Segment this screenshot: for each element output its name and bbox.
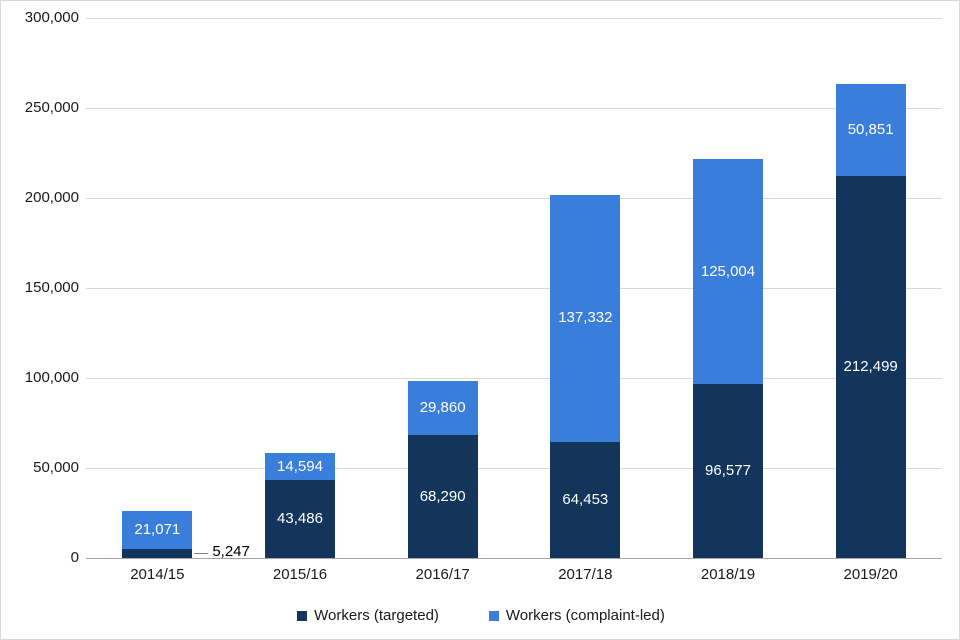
bar-segment-targeted xyxy=(122,548,193,558)
legend: Workers (targeted) Workers (complaint-le… xyxy=(1,607,960,624)
bar-value-label: 125,004 xyxy=(700,262,756,280)
x-axis-line xyxy=(86,557,942,559)
y-axis-tick-label: 250,000 xyxy=(24,99,79,116)
bar-segment-complaint-led xyxy=(407,381,478,436)
y-axis-tick-label: 50,000 xyxy=(33,459,79,476)
y-axis-tick-label: 150,000 xyxy=(24,279,79,296)
gridline xyxy=(86,287,942,289)
bar-value-label: 43,486 xyxy=(277,509,323,527)
bar-segment-targeted xyxy=(835,175,906,558)
x-axis-label: 2014/15 xyxy=(130,566,185,583)
bar-segment-targeted xyxy=(550,441,621,558)
x-axis-label: 2018/19 xyxy=(700,566,756,583)
bar-value-label: 68,290 xyxy=(419,487,466,505)
bar-segment-complaint-led xyxy=(693,159,763,385)
bar-value-label: 29,860 xyxy=(419,399,466,417)
bar-value-label: 50,851 xyxy=(847,120,894,138)
bar-value-label: 21,071 xyxy=(134,520,181,538)
gridline xyxy=(86,377,942,379)
legend-item-targeted: Workers (targeted) xyxy=(297,607,439,624)
bar-value-label: 64,453 xyxy=(562,490,609,508)
bar-value-label: 137,332 xyxy=(558,309,613,327)
x-axis-label: 2015/16 xyxy=(272,566,328,583)
bar-value-callout-label: 5,247 xyxy=(212,543,250,561)
y-axis-tick-label: 0 xyxy=(70,549,79,566)
bar-segment-targeted xyxy=(693,384,763,558)
callout-leader-line xyxy=(194,552,209,554)
x-axis-label: 2016/17 xyxy=(415,566,470,583)
legend-label-targeted: Workers (targeted) xyxy=(314,607,439,624)
y-axis-tick-label: 100,000 xyxy=(24,369,79,386)
legend-label-complaint-led: Workers (complaint-led) xyxy=(505,607,665,624)
bar-segment-targeted xyxy=(407,435,478,558)
gridline xyxy=(86,197,942,199)
bar-segment-complaint-led xyxy=(550,194,621,442)
x-axis-label: 2017/18 xyxy=(558,566,613,583)
bar-value-label: 212,499 xyxy=(843,357,898,375)
bar-segment-complaint-led xyxy=(835,83,906,176)
y-axis-tick-label: 300,000 xyxy=(24,9,79,26)
gridline xyxy=(86,467,942,469)
bar-segment-complaint-led xyxy=(122,510,193,549)
bar-value-label: 96,577 xyxy=(705,462,751,480)
legend-swatch-complaint-led xyxy=(488,610,499,621)
legend-item-complaint-led: Workers (complaint-led) xyxy=(488,607,665,624)
bar-segment-complaint-led xyxy=(265,453,335,480)
gridline xyxy=(86,107,942,109)
y-axis-tick-label: 200,000 xyxy=(24,189,79,206)
gridline xyxy=(86,17,942,19)
bar-value-label: 14,594 xyxy=(277,457,323,475)
bar-segment-targeted xyxy=(265,479,335,558)
legend-swatch-targeted xyxy=(297,610,308,621)
x-axis-label: 2019/20 xyxy=(843,566,898,583)
